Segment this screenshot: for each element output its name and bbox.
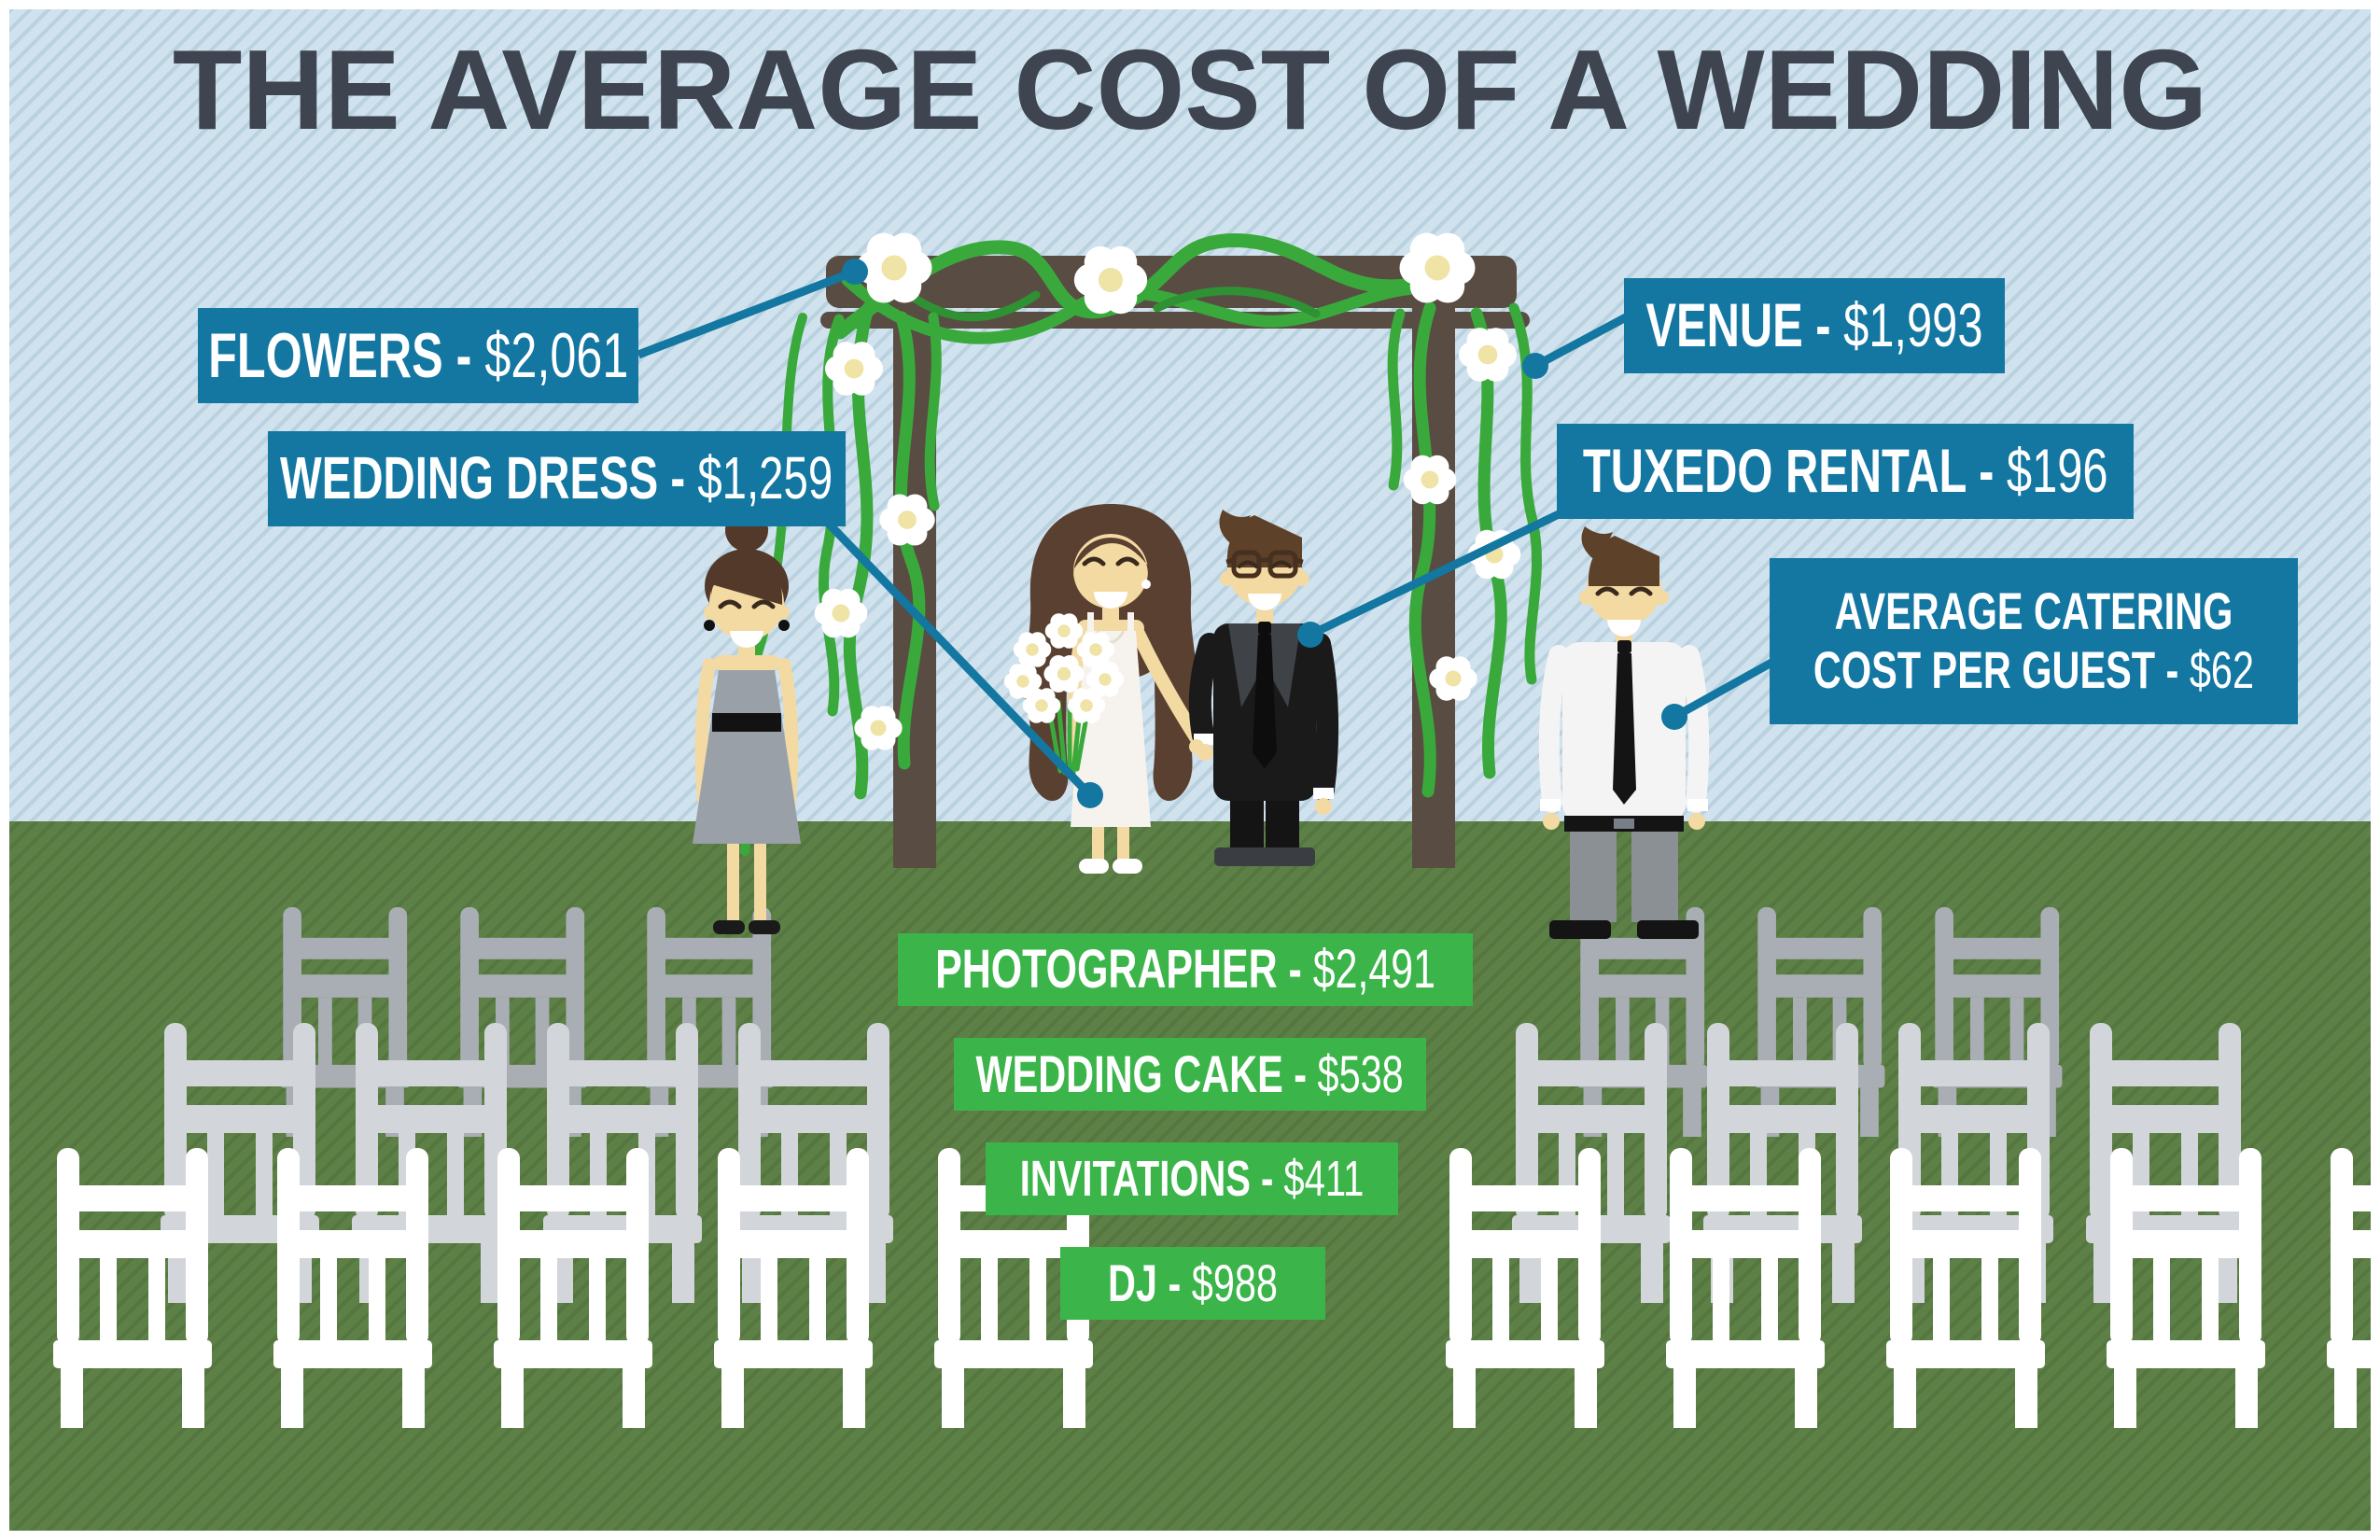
bride-figure bbox=[1003, 504, 1206, 874]
callout-label: AVERAGE CATERING bbox=[1834, 581, 2233, 641]
callout-price: $196 bbox=[2006, 436, 2108, 506]
callout-label: WEDDING CAKE bbox=[975, 1043, 1284, 1103]
callout-label: TUXEDO RENTAL bbox=[1582, 436, 1967, 506]
flowers-leader-line bbox=[637, 259, 868, 359]
chair bbox=[1666, 1148, 1825, 1428]
chair bbox=[2327, 1148, 2380, 1428]
callout-price: $1,259 bbox=[697, 444, 833, 512]
flowers-cost-callout: FLOWERS - $2,061 bbox=[198, 308, 638, 403]
glasses-icon bbox=[1225, 550, 1304, 579]
callout-label: FLOWERS bbox=[207, 319, 443, 391]
callout-label: PHOTOGRAPHER bbox=[935, 938, 1278, 1000]
venue-leader-line bbox=[1522, 314, 1629, 379]
chair bbox=[1755, 907, 1885, 1137]
callout-price: $411 bbox=[1283, 1150, 1365, 1207]
tuxedo-rental-cost-callout: TUXEDO RENTAL - $196 bbox=[1557, 424, 2134, 519]
callout-price: $988 bbox=[1191, 1253, 1278, 1312]
wedding-cake-cost-callout: WEDDING CAKE - $538 bbox=[954, 1038, 1426, 1111]
tuxedo-leader-line bbox=[1297, 509, 1562, 648]
callout-price: $2,061 bbox=[484, 319, 629, 391]
callout-price: $538 bbox=[1317, 1043, 1405, 1103]
dj-cost-callout: DJ - $988 bbox=[1060, 1247, 1325, 1320]
chair bbox=[543, 1023, 702, 1303]
catering-leader-line bbox=[1661, 659, 1774, 730]
photographer-cost-callout: PHOTOGRAPHER - $2,491 bbox=[898, 933, 1473, 1006]
groomsman-figure bbox=[1538, 526, 1710, 939]
venue-cost-callout: VENUE - $1,993 bbox=[1624, 278, 2005, 373]
callout-price: $62 bbox=[2189, 640, 2255, 699]
leader-lines bbox=[637, 259, 1774, 808]
infographic-title: THE AVERAGE COST OF A WEDDING bbox=[172, 26, 2208, 153]
callout-price: $1,993 bbox=[1843, 290, 1983, 360]
callout-price: $2,491 bbox=[1312, 938, 1435, 1000]
groom-figure bbox=[1188, 510, 1339, 866]
callout-label: WEDDING DRESS bbox=[280, 444, 659, 512]
callout-label: INVITATIONS bbox=[1019, 1150, 1251, 1207]
chair bbox=[1886, 1148, 2045, 1428]
catering-cost-callout: AVERAGE CATERING COST PER GUEST - $62 bbox=[1770, 558, 2298, 724]
sky-background bbox=[0, 0, 2380, 821]
callout-label: COST PER GUEST bbox=[1813, 640, 2156, 699]
daisy-flower-icon bbox=[1458, 328, 1518, 382]
chair bbox=[714, 1148, 873, 1428]
chair bbox=[273, 1148, 432, 1428]
chair bbox=[53, 1148, 212, 1428]
callout-label: DJ bbox=[1108, 1253, 1157, 1312]
bridesmaid-figure bbox=[693, 509, 801, 934]
wedding-dress-leader-line bbox=[822, 517, 1103, 808]
chair bbox=[2107, 1148, 2265, 1428]
wedding-dress-cost-callout: WEDDING DRESS - $1,259 bbox=[268, 431, 846, 526]
invitations-cost-callout: INVITATIONS - $411 bbox=[986, 1142, 1398, 1215]
chair bbox=[1577, 907, 1708, 1137]
callout-label: VENUE bbox=[1645, 290, 1803, 360]
